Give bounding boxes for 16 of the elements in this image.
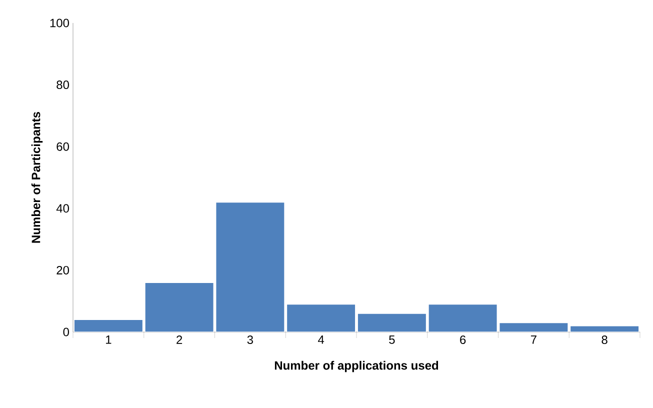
x-tick-label: 4 xyxy=(318,336,324,344)
x-tick-label: 7 xyxy=(530,336,536,344)
x-tick-label: 1 xyxy=(106,336,112,344)
x-tick-label: 6 xyxy=(460,336,466,344)
y-axis-title: Number of Participants xyxy=(31,112,43,243)
x-tick-label: 5 xyxy=(389,336,395,344)
y-tick-label: 0 xyxy=(63,328,70,336)
y-tick-label: 40 xyxy=(56,204,70,213)
y-tick-label: 80 xyxy=(56,80,70,90)
y-tick-label: 20 xyxy=(56,266,70,274)
x-tick-label: 3 xyxy=(247,336,253,344)
y-tick-label: 100 xyxy=(50,18,70,28)
x-tick-label: 8 xyxy=(602,336,608,344)
y-tick-label: 60 xyxy=(56,142,70,151)
x-tick-label: 2 xyxy=(176,336,182,344)
x-axis-title: Number of applications used xyxy=(274,360,438,372)
